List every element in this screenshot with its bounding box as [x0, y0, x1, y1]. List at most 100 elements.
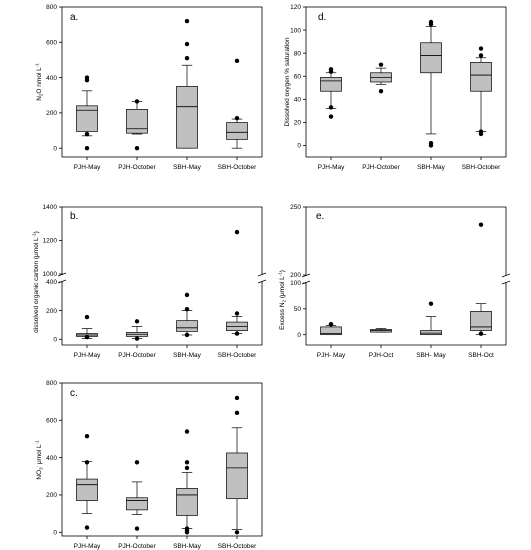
panel-c-outlier — [234, 410, 240, 416]
panel-c-outlier — [84, 525, 90, 530]
panel-c-frame — [61, 382, 263, 537]
panel-a-outlier — [134, 99, 140, 104]
panel-e-axis-break — [501, 273, 511, 278]
panel-d-ytick-label: 20 — [294, 120, 302, 127]
panel-d-outlier — [428, 19, 434, 25]
panel-c-box — [176, 488, 198, 516]
panel-d-outlier — [328, 114, 334, 119]
panel-a-outlier — [184, 55, 190, 61]
panel-a-outlier — [184, 41, 190, 47]
panel-d-ytick-label: 80 — [294, 50, 302, 57]
panel-b-outlier — [234, 331, 240, 336]
panel-c-box — [226, 452, 248, 500]
panel-d-outlier — [328, 67, 334, 72]
panel-c-box — [76, 478, 98, 501]
panel-e-box — [320, 326, 342, 336]
panel-b-outlier — [184, 307, 190, 312]
panel-c-ytick-label: 0 — [53, 529, 57, 536]
panel-b-ylabel: dissolved organic carbon (μmol L-1) — [32, 231, 41, 333]
panel-d-ytick-label: 0 — [297, 143, 301, 150]
panel-c-outlier — [134, 460, 140, 465]
panel-b-ytick-label: 400 — [46, 279, 57, 286]
panel-d-xtick-label: SBH-May — [417, 164, 446, 171]
panel-e-outlier — [478, 331, 484, 336]
panel-a-outlier — [234, 58, 240, 64]
panel-e-outlier — [428, 301, 434, 306]
panel-d-xtick-label: PJH-October — [362, 164, 400, 171]
panel-c-ylabel: NO3- μmol L-1 — [35, 440, 44, 480]
panel-b-axis-break — [57, 279, 67, 284]
panel-a-xtick-label: PJH-October — [118, 164, 156, 171]
panel-b-outlier — [234, 311, 240, 316]
panel-a-xtick-label: SBH-October — [218, 164, 257, 171]
panel-b-label: b. — [70, 211, 78, 222]
panel-a-box — [176, 86, 198, 149]
panel-b-ytick-label: 1000 — [43, 271, 58, 278]
panel-c-xtick-label: PJH-October — [118, 543, 156, 550]
panel-c-outlier — [184, 526, 190, 531]
panel-c-outlier — [84, 460, 90, 465]
panel-a-box — [126, 109, 148, 134]
panel-a-ytick-label: 600 — [46, 39, 57, 46]
panel-d-box — [470, 62, 492, 92]
panel-e-xtick-label: PJH-Oct — [369, 352, 394, 359]
panel-e-xtick-label: SBH- May — [416, 352, 446, 359]
panel-a-xtick-label: PJH-May — [74, 164, 101, 171]
panel-e-axis-break — [301, 280, 311, 285]
panel-b-outlier — [134, 319, 140, 324]
panel-d-outlier — [328, 105, 334, 110]
panel-e-frame — [305, 206, 507, 346]
panel-d-ytick-label: 100 — [290, 27, 301, 34]
panel-b-outlier — [134, 336, 140, 341]
panel-c-ytick-label: 600 — [46, 418, 57, 425]
panel-a-outlier — [84, 131, 90, 137]
panel-d-outlier — [378, 62, 384, 67]
panel-c-xtick-label: PJH-May — [74, 543, 101, 550]
panel-a-box — [76, 105, 98, 132]
panel-c-xtick-label: SBH-May — [173, 543, 202, 550]
panel-a-n2o: a. N2O nmol L-1 0 200 400 600 800 PJH-May PJH-… — [35, 4, 263, 171]
panel-c-no3: c. NO3- μmol L-1 0 200 400 600 800 PJH-May PJH… — [35, 380, 263, 550]
panel-b-box — [176, 320, 198, 332]
panel-b-doc: b. dissolved organic carbon (μmol L-1) 0… — [32, 204, 267, 359]
panel-d-outlier — [378, 89, 384, 94]
panel-d-frame — [305, 6, 507, 158]
panel-c-label: c. — [70, 388, 78, 399]
panel-b-ytick-label: 200 — [46, 308, 57, 315]
panel-e-box — [470, 311, 492, 331]
panel-e-box — [420, 330, 442, 336]
panel-a-ytick-label: 0 — [53, 145, 57, 152]
panel-e-ytick-label: 250 — [290, 204, 301, 211]
panel-b-ytick-label: 1200 — [43, 238, 58, 245]
panel-b-axis-break — [257, 279, 267, 284]
panel-e-ylabel: Excess N2 (μmol L-1) — [278, 270, 287, 330]
panel-b-axis-break — [257, 272, 267, 277]
panel-c-outlier — [184, 460, 190, 465]
panel-e-axis-break-gap — [502, 276, 510, 282]
panel-a-label: a. — [70, 12, 78, 23]
panel-a-outlier — [134, 145, 140, 151]
panel-d-ytick-label: 120 — [290, 4, 301, 11]
panel-a-outlier — [234, 115, 240, 121]
panel-d-outlier — [428, 140, 434, 146]
panel-c-outlier — [134, 526, 140, 531]
panel-e-axis-break-gap — [302, 276, 310, 282]
panel-d-ylabel: Dissolved oxygen % saturation — [284, 37, 291, 126]
panel-a-outlier — [84, 75, 90, 80]
panel-b-xtick-label: SBH-October — [218, 352, 257, 359]
panel-b-outlier — [234, 229, 240, 235]
panel-e-ytick-label: 100 — [290, 280, 301, 287]
panel-c-outlier — [184, 429, 190, 434]
panel-a-ytick-label: 800 — [46, 4, 57, 11]
panel-e-xtick-label: SBH-Oct — [468, 352, 494, 359]
panel-b-axis-break — [57, 272, 67, 277]
panel-d-ytick-label: 60 — [294, 73, 302, 80]
panel-d-xtick-label: PJH-May — [318, 164, 345, 171]
panel-b-ytick-label: 1400 — [43, 204, 58, 211]
panel-b-outlier — [184, 292, 190, 298]
panel-d-outlier — [478, 53, 484, 58]
panel-d-xtick-label: SBH-October — [462, 164, 501, 171]
panel-a-ytick-label: 200 — [46, 110, 57, 117]
panel-b-xtick-label: PJH-October — [118, 352, 156, 359]
